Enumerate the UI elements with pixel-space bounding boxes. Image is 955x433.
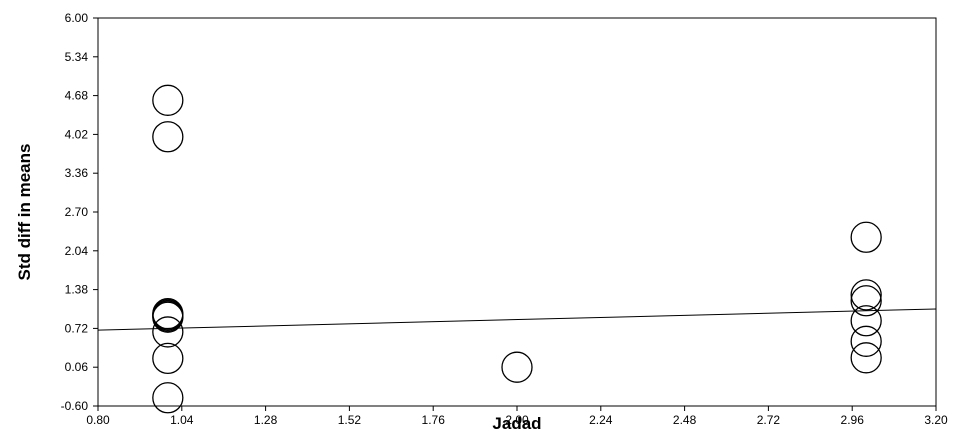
x-axis-title: Jadad xyxy=(492,414,541,433)
data-point xyxy=(152,84,184,116)
data-point xyxy=(152,316,184,348)
y-axis: -0.60 0.06 0.72 1.38 2.04 2.70 3.36 4.02 4.68 5.3… xyxy=(61,11,98,413)
data-point xyxy=(152,121,184,153)
x-tick-label: 2.96 xyxy=(841,413,865,427)
data-point xyxy=(850,221,882,253)
data-points xyxy=(152,84,882,414)
y-tick-label: 1.38 xyxy=(65,283,89,297)
data-point xyxy=(152,300,184,332)
y-tick-label: 0.72 xyxy=(65,321,89,335)
data-point xyxy=(152,298,184,330)
data-point xyxy=(501,351,533,383)
x-tick-label: 1.28 xyxy=(254,413,278,427)
data-point xyxy=(850,279,882,311)
y-tick-label: 0.06 xyxy=(65,360,89,374)
plot-area xyxy=(97,17,937,407)
data-point xyxy=(152,299,184,331)
regression-line xyxy=(97,308,937,331)
x-tick-label: 2.00 xyxy=(505,413,529,427)
data-point xyxy=(152,342,184,375)
x-tick-label: 0.80 xyxy=(86,413,110,427)
data-point xyxy=(850,305,882,337)
y-tick-label: 2.04 xyxy=(65,244,89,258)
x-tick-label: 1.76 xyxy=(422,413,446,427)
data-point xyxy=(152,382,184,414)
x-tick-label: 2.48 xyxy=(673,413,697,427)
x-tick-label: 3.20 xyxy=(924,413,948,427)
y-axis-title: Std diff in means xyxy=(15,144,34,281)
x-tick-label: 2.24 xyxy=(589,413,613,427)
y-tick-label: 4.68 xyxy=(65,89,89,103)
x-tick-label: 1.04 xyxy=(170,413,194,427)
y-tick-label: -0.60 xyxy=(61,399,89,413)
data-point xyxy=(850,285,882,317)
y-tick-label: 6.00 xyxy=(65,11,89,25)
y-tick-label: 4.02 xyxy=(65,127,89,141)
y-tick-label: 3.36 xyxy=(65,166,89,180)
data-point xyxy=(850,325,882,357)
y-tick-label: 5.34 xyxy=(65,50,89,64)
x-tick-label: 1.52 xyxy=(338,413,362,427)
x-axis: 0.80 1.04 1.28 1.52 1.76 2.00 2.24 2.48 2.72 2.96… xyxy=(86,406,948,427)
data-point xyxy=(152,301,184,333)
x-tick-label: 2.72 xyxy=(757,413,781,427)
y-tick-label: 2.70 xyxy=(65,205,89,219)
data-point xyxy=(850,342,882,374)
